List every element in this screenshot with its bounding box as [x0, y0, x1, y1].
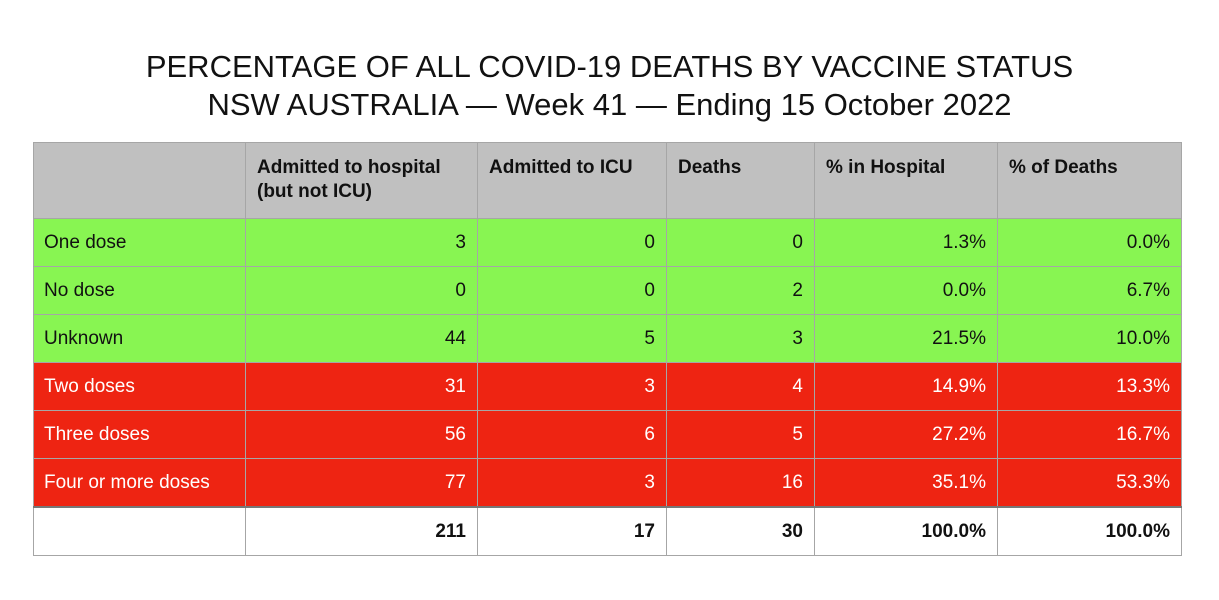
- cell-hospital: 44: [245, 314, 478, 363]
- cell-hospital: 3: [245, 218, 478, 267]
- cell-pct-deaths: 13.3%: [997, 362, 1182, 411]
- total-deaths: 30: [666, 506, 815, 556]
- cell-pct-hospital: 14.9%: [814, 362, 998, 411]
- header-cell: % of Deaths: [997, 142, 1182, 219]
- cell-icu: 5: [477, 314, 667, 363]
- cell-pct-hospital: 0.0%: [814, 266, 998, 315]
- header-cell: Admitted to hospital (but not ICU): [245, 142, 478, 219]
- cell-icu: 0: [477, 266, 667, 315]
- cell-icu: 3: [477, 362, 667, 411]
- cell-pct-deaths: 10.0%: [997, 314, 1182, 363]
- row-label: Four or more doses: [33, 458, 246, 508]
- row-label: One dose: [33, 218, 246, 267]
- total-label: [33, 506, 246, 556]
- table-row: Three doses 56 6 5 27.2% 16.7%: [33, 410, 1182, 459]
- cell-pct-hospital: 27.2%: [814, 410, 998, 459]
- cell-pct-deaths: 53.3%: [997, 458, 1182, 508]
- header-cell: [33, 142, 246, 219]
- row-label: No dose: [33, 266, 246, 315]
- cell-icu: 6: [477, 410, 667, 459]
- cell-hospital: 77: [245, 458, 478, 508]
- table-row: Two doses 31 3 4 14.9% 13.3%: [33, 362, 1182, 411]
- cell-pct-hospital: 1.3%: [814, 218, 998, 267]
- cell-icu: 3: [477, 458, 667, 508]
- table-row: No dose 0 0 2 0.0% 6.7%: [33, 266, 1182, 315]
- cell-hospital: 31: [245, 362, 478, 411]
- header-cell: Deaths: [666, 142, 815, 219]
- cell-deaths: 0: [666, 218, 815, 267]
- header-row: Admitted to hospital (but not ICU) Admit…: [33, 142, 1182, 219]
- cell-icu: 0: [477, 218, 667, 267]
- cell-hospital: 0: [245, 266, 478, 315]
- table-row: Four or more doses 77 3 16 35.1% 53.3%: [33, 458, 1182, 508]
- cell-deaths: 5: [666, 410, 815, 459]
- row-label: Two doses: [33, 362, 246, 411]
- cell-deaths: 3: [666, 314, 815, 363]
- totals-row: 211 17 30 100.0% 100.0%: [33, 506, 1182, 556]
- header-cell: % in Hospital: [814, 142, 998, 219]
- cell-hospital: 56: [245, 410, 478, 459]
- row-label: Three doses: [33, 410, 246, 459]
- title-line-1: PERCENTAGE OF ALL COVID-19 DEATHS BY VAC…: [145, 49, 1074, 84]
- header-cell: Admitted to ICU: [477, 142, 667, 219]
- title-line-2: NSW AUSTRALIA — Week 41 — Ending 15 Octo…: [207, 87, 1012, 122]
- vaccine-status-table: Admitted to hospital (but not ICU) Admit…: [33, 142, 1182, 556]
- cell-pct-deaths: 16.7%: [997, 410, 1182, 459]
- cell-deaths: 2: [666, 266, 815, 315]
- chart-title: PERCENTAGE OF ALL COVID-19 DEATHS BY VAC…: [0, 48, 1219, 124]
- cell-deaths: 4: [666, 362, 815, 411]
- cell-pct-deaths: 0.0%: [997, 218, 1182, 267]
- cell-pct-deaths: 6.7%: [997, 266, 1182, 315]
- total-icu: 17: [477, 506, 667, 556]
- table-row: One dose 3 0 0 1.3% 0.0%: [33, 218, 1182, 267]
- table-row: Unknown 44 5 3 21.5% 10.0%: [33, 314, 1182, 363]
- cell-deaths: 16: [666, 458, 815, 508]
- total-pct-deaths: 100.0%: [997, 506, 1182, 556]
- total-pct-hospital: 100.0%: [814, 506, 998, 556]
- cell-pct-hospital: 21.5%: [814, 314, 998, 363]
- cell-pct-hospital: 35.1%: [814, 458, 998, 508]
- row-label: Unknown: [33, 314, 246, 363]
- total-hospital: 211: [245, 506, 478, 556]
